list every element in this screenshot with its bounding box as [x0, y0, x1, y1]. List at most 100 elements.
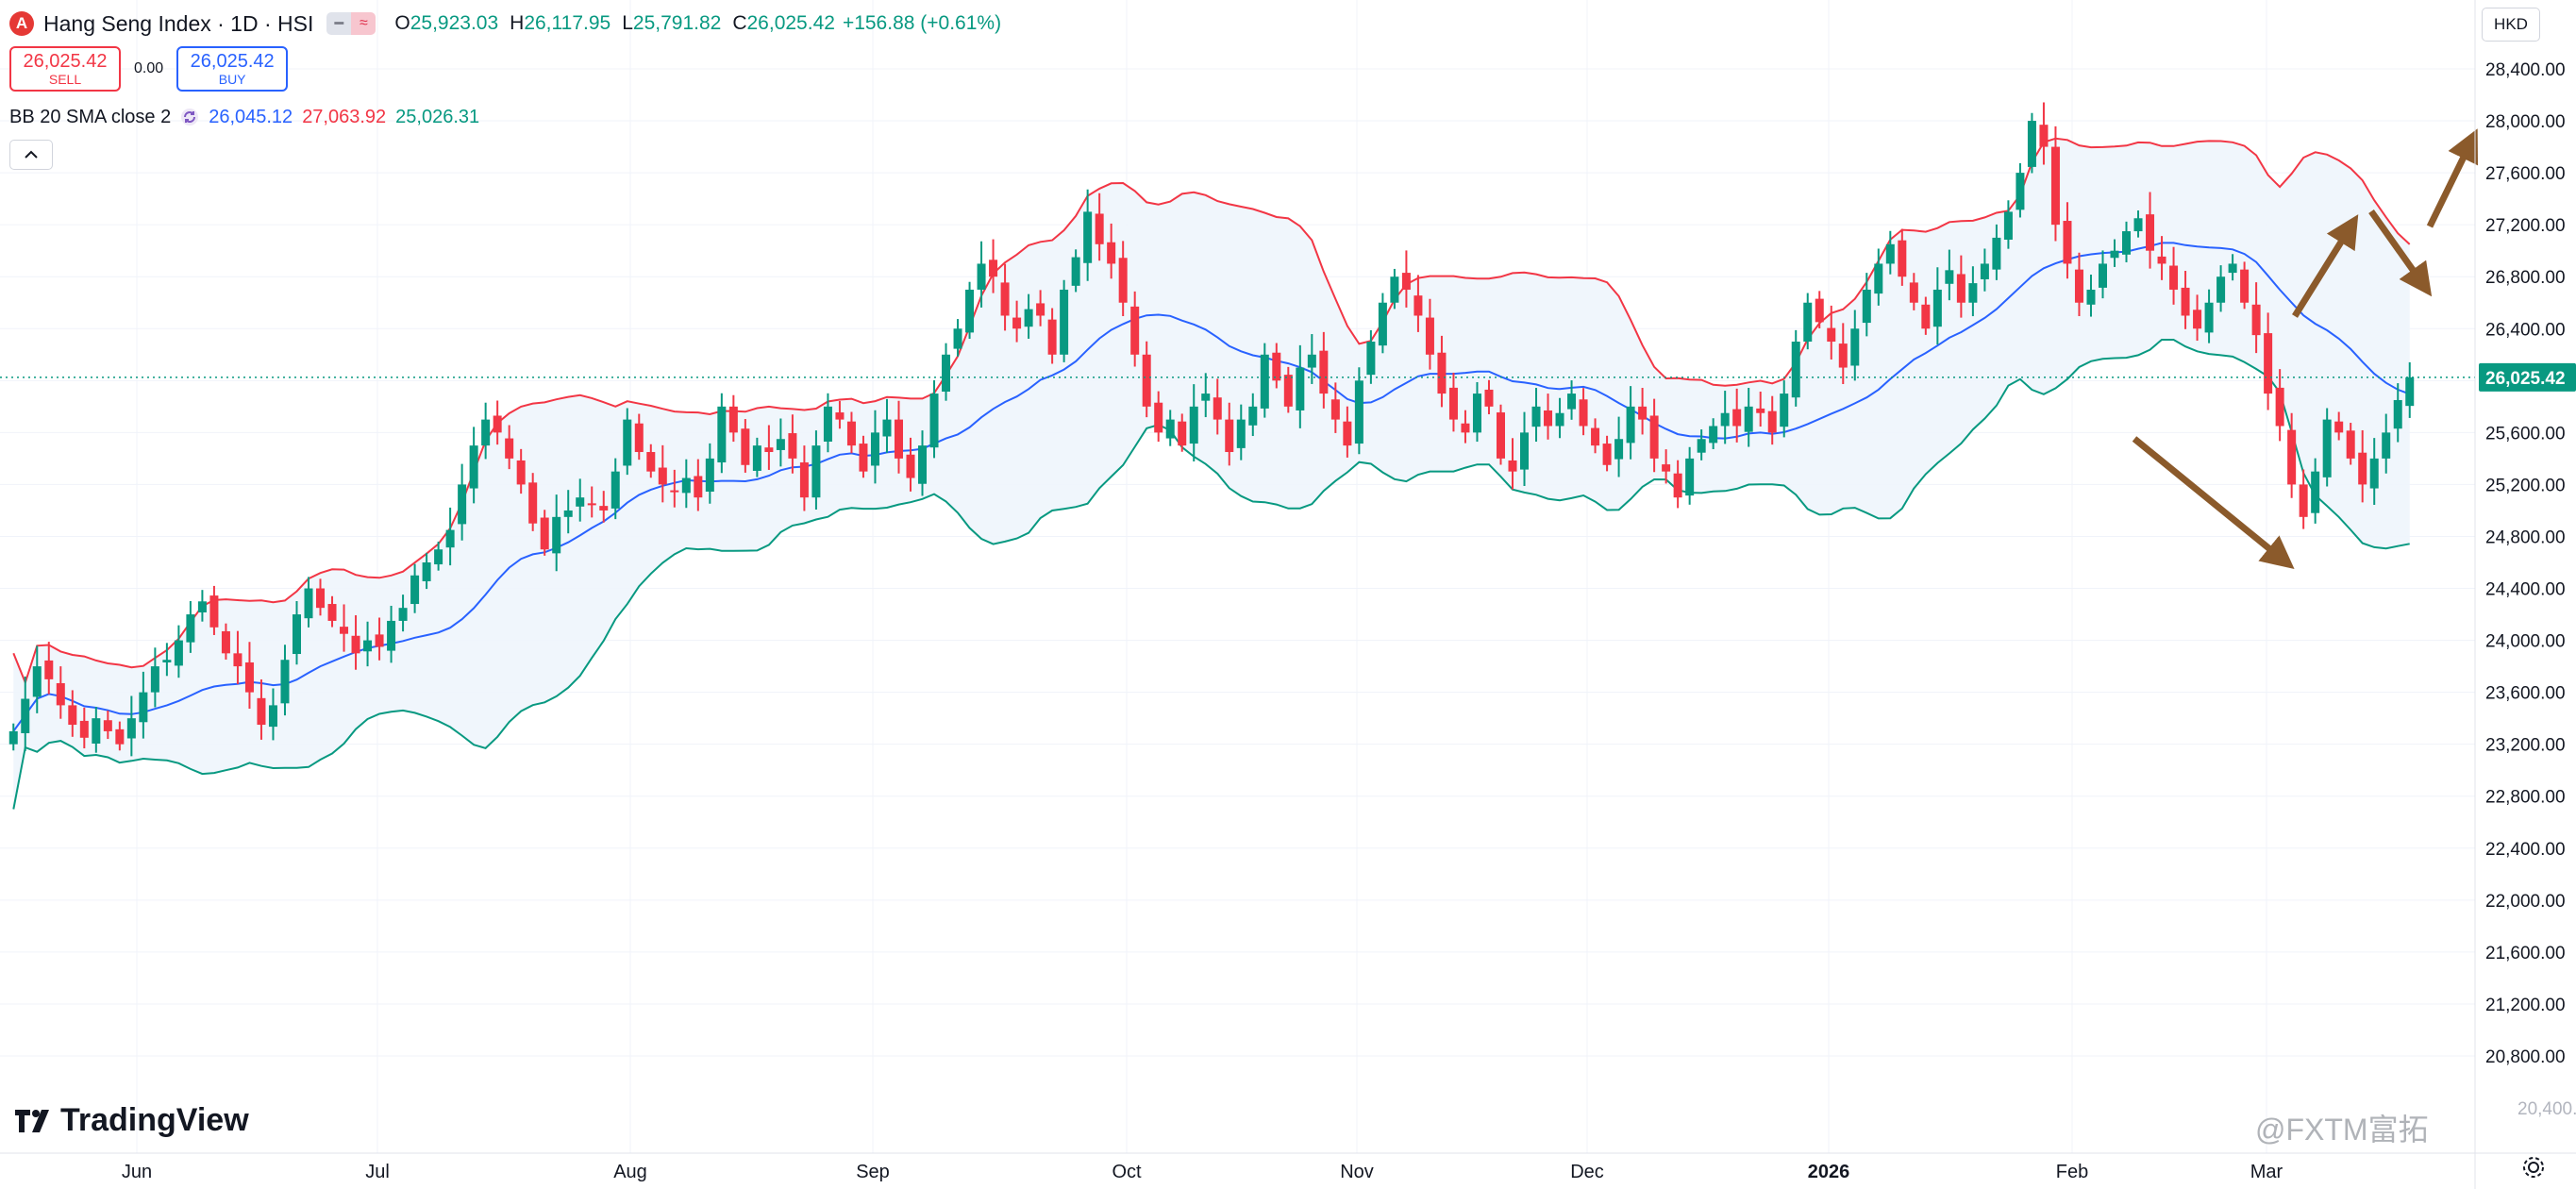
sell-label: SELL: [48, 72, 82, 87]
candle-body: [398, 608, 408, 621]
candle-body: [1544, 410, 1553, 427]
candle-body: [2311, 471, 2320, 513]
candle-body: [68, 705, 77, 726]
sell-button[interactable]: 26,025.42 SELL: [9, 46, 121, 92]
symbol-row: A Hang Seng Index · 1D · HSI ━ ≈ O 25,923…: [9, 8, 1009, 40]
candle-body: [1874, 263, 1883, 294]
time-tick-label: Feb: [2056, 1162, 2088, 1182]
open-value: 25,923.03: [410, 12, 499, 34]
price-tick-label: 26,800.00: [2485, 268, 2566, 288]
candle-body: [1649, 415, 1659, 459]
symbol-title[interactable]: Hang Seng Index · 1D · HSI: [43, 10, 314, 36]
candle-body: [1885, 243, 1895, 264]
candle-body: [634, 423, 644, 453]
last-price-label: 26,025.42: [2479, 362, 2576, 392]
candle-body: [1260, 354, 1269, 409]
price-tick-label: 23,200.00: [2485, 736, 2566, 756]
candle-body: [1956, 274, 1965, 303]
candle-body: [1932, 289, 1942, 327]
refresh-icon[interactable]: [180, 108, 199, 126]
candle-body: [1484, 389, 1494, 407]
candle-body: [2322, 419, 2332, 477]
trend-arrow: [2426, 128, 2479, 228]
gear-icon[interactable]: [2521, 1155, 2546, 1180]
chevron-up-icon: [25, 150, 38, 159]
candle-body: [1178, 421, 1187, 446]
candle-body: [1130, 306, 1140, 355]
candle-body: [387, 620, 396, 651]
candle-body: [846, 421, 856, 446]
candle-body: [1496, 412, 1505, 459]
candle-body: [1107, 242, 1116, 264]
candle-body: [2063, 221, 2072, 264]
candle-body: [859, 444, 868, 472]
bb-basis-value: 26,045.12: [209, 106, 293, 127]
currency-selector[interactable]: HKD: [2482, 8, 2540, 42]
candle-body: [197, 601, 207, 612]
candle-body: [209, 595, 219, 628]
candle-body: [1083, 211, 1093, 263]
collapse-legend-button[interactable]: [9, 140, 53, 170]
market-status-pill[interactable]: ━ ≈: [326, 12, 376, 35]
tradingview-logo-icon: [15, 1109, 49, 1132]
time-tick-label: Sep: [856, 1162, 890, 1182]
trend-arrow: [2292, 214, 2359, 318]
candle-body: [646, 452, 656, 472]
candle-body: [2405, 377, 2415, 407]
last-price-label-text: 26,025.42: [2485, 369, 2566, 389]
candle-body: [257, 697, 266, 726]
price-axis: 20,800.00 21,200.00 21,600.00 22,000.00 22,4…: [2485, 60, 2576, 1119]
candle-body: [1060, 289, 1069, 355]
candle-body: [1791, 342, 1800, 398]
indicator-title[interactable]: BB 20 SMA close 2: [9, 106, 172, 127]
candle-body: [92, 718, 101, 744]
candle-body: [1296, 367, 1305, 410]
candle-body: [2275, 387, 2284, 427]
candle-body: [2264, 333, 2273, 394]
candle-body: [2251, 304, 2261, 336]
price-tick-label: 21,200.00: [2485, 996, 2566, 1015]
candle-body: [942, 354, 951, 393]
candle-body: [587, 503, 596, 506]
candle-body: [906, 454, 915, 478]
candle-body: [1838, 343, 1848, 368]
candle-body: [126, 718, 136, 739]
candle-body: [2334, 421, 2344, 433]
candle-body: [2110, 250, 2119, 259]
candle-body: [1662, 464, 1671, 472]
annotation-arrows: [2132, 128, 2479, 570]
candle-body: [1036, 303, 1045, 316]
candle-body: [1461, 423, 1470, 433]
change-value: +156.88 (+0.61%): [842, 12, 1002, 34]
tradingview-logo[interactable]: TradingView: [15, 1102, 249, 1139]
candle-body: [1307, 354, 1316, 368]
candle-body: [21, 698, 30, 733]
price-tick-label: 25,600.00: [2485, 424, 2566, 444]
candle-body: [340, 627, 349, 634]
high-label: H: [510, 12, 525, 34]
candle-body: [2146, 214, 2155, 251]
candle-body: [304, 588, 313, 619]
candle-body: [2016, 173, 2025, 210]
candle-body: [139, 692, 148, 723]
candle-body: [776, 439, 785, 450]
spread-value: 0.00: [134, 60, 164, 76]
buy-button[interactable]: 26,025.42 BUY: [176, 46, 289, 92]
candle-body: [2216, 276, 2226, 303]
candle-body: [410, 575, 420, 605]
candle-body: [327, 604, 337, 621]
candle-body: [1366, 342, 1376, 376]
symbol-badge-icon[interactable]: A: [9, 11, 34, 36]
candle-body: [1685, 458, 1695, 496]
candle-body: [2133, 218, 2143, 232]
candle-body: [752, 445, 761, 471]
candle-body: [965, 289, 975, 333]
candle-body: [1531, 406, 1541, 427]
candle-body: [2050, 146, 2060, 226]
candle-body: [929, 394, 939, 448]
indicator-legend[interactable]: BB 20 SMA close 2 26,045.12 27,063.92 25…: [9, 104, 1009, 130]
price-tick-label: 28,400.00: [2485, 60, 2566, 80]
candle-body: [292, 614, 301, 655]
candle-body: [2204, 302, 2214, 333]
